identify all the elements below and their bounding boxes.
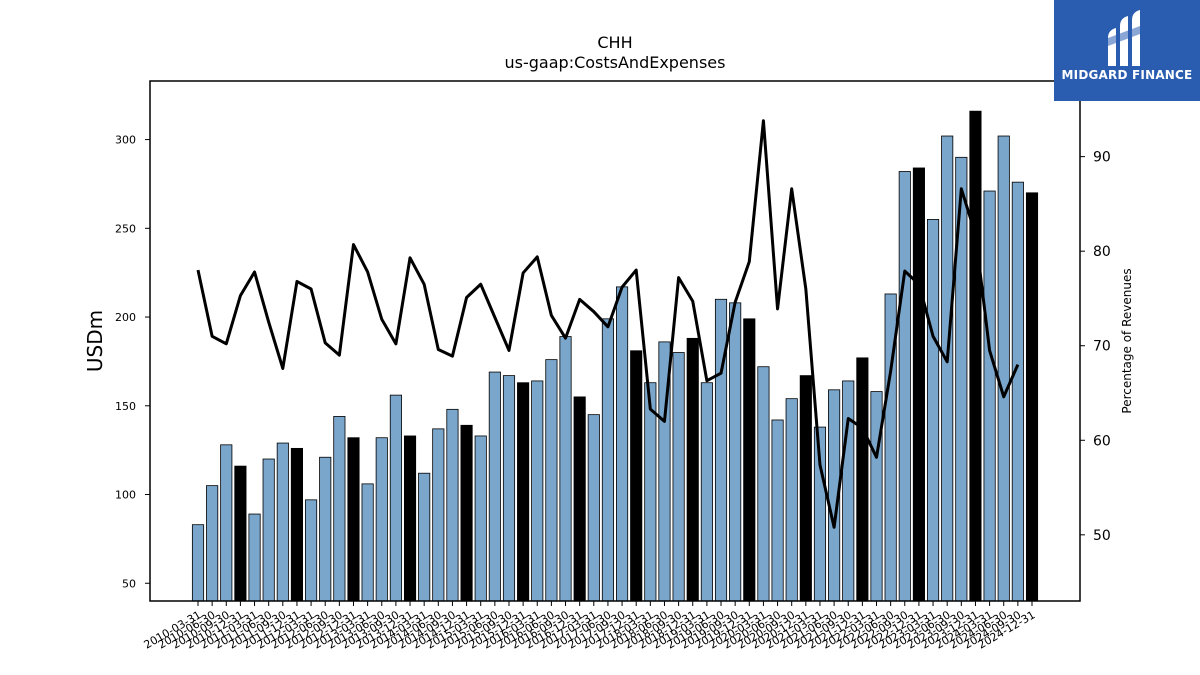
bar-2020-12-31	[799, 375, 812, 602]
bar-2021-09-30	[842, 380, 855, 602]
bar-2013-12-31	[403, 435, 417, 602]
y-axis-left: 50 100 150 200 250 300	[115, 134, 150, 590]
bar-2019-06-30	[714, 298, 728, 602]
bar-2021-12-31	[856, 357, 869, 602]
bar-2017-03-31	[587, 414, 600, 602]
bar-2019-12-31	[743, 318, 756, 602]
bar-2012-03-31	[305, 499, 318, 602]
bar-2022-03-31	[870, 391, 883, 602]
bar-2013-06-30	[375, 437, 388, 602]
y-tick-label-100: 100	[115, 489, 136, 502]
y-axis-label: USDm	[83, 310, 107, 372]
bar-2013-03-31	[361, 483, 374, 602]
bar-2014-06-30	[432, 428, 445, 602]
chart-subtitle: us-gaap:CostsAndExpenses	[505, 53, 726, 72]
bar-2017-12-31	[630, 350, 643, 602]
bar-2020-06-30	[771, 419, 784, 602]
bar-2011-06-30	[262, 458, 275, 602]
bar-2018-09-30	[672, 352, 685, 602]
y2-tick-label-60: 60	[1093, 433, 1111, 449]
bar-2014-09-30	[446, 408, 459, 602]
bar-2015-09-30	[502, 375, 516, 602]
bar-2016-09-30	[559, 336, 572, 602]
bar-2015-03-31	[474, 435, 487, 602]
y-tick-label-50: 50	[122, 577, 136, 590]
plot-frame	[149, 80, 1081, 602]
y2-axis-label: Percentage of Revenues	[1120, 268, 1134, 413]
bar-2023-06-30	[941, 135, 954, 602]
bar-2011-03-31	[248, 513, 261, 602]
bar-2018-12-31	[686, 337, 699, 602]
bar-2016-06-30	[545, 359, 558, 602]
bar-2010-06-30	[206, 485, 219, 602]
bar-2024-06-30	[997, 135, 1010, 602]
bar-2019-03-31	[700, 382, 713, 602]
y-axis-right: 50 60 70 80 90	[1080, 150, 1111, 544]
bar-2014-12-31	[460, 424, 473, 602]
bar-2017-09-30	[616, 286, 629, 602]
bar-series	[191, 110, 1039, 602]
bar-2017-06-30	[601, 318, 614, 602]
bar-2010-09-30	[220, 444, 233, 602]
chart-title: CHH	[597, 33, 632, 52]
bar-2011-09-30	[276, 442, 289, 602]
x-axis: 2010-03-312010-06-302010-09-302010-12-31…	[142, 601, 1038, 652]
bar-2020-03-31	[757, 366, 770, 602]
bar-2012-09-30	[333, 416, 346, 602]
bar-2016-03-31	[531, 380, 544, 602]
percentage-line-series	[196, 119, 1020, 529]
bar-2011-12-31	[290, 447, 304, 602]
logo-text: MIDGARD FINANCE	[1061, 68, 1193, 82]
y2-tick-label-70: 70	[1093, 339, 1111, 355]
bar-2010-12-31	[234, 465, 247, 602]
midgard-logo-icon	[1108, 10, 1140, 66]
percentage-line	[196, 119, 1020, 529]
bar-2020-09-30	[785, 398, 798, 602]
bar-2012-06-30	[319, 456, 332, 602]
bar-2014-03-31	[418, 472, 431, 602]
bar-2015-06-30	[488, 371, 501, 602]
midgard-finance-logo: MIDGARD FINANCE	[1054, 0, 1200, 101]
bar-2024-09-30	[1011, 181, 1024, 602]
bar-2013-09-30	[389, 394, 402, 602]
y2-tick-label-90: 90	[1093, 150, 1111, 166]
bar-2024-03-31	[983, 190, 996, 602]
y-tick-label-200: 200	[115, 311, 136, 324]
y2-tick-label-50: 50	[1093, 528, 1111, 544]
bar-2024-12-31	[1025, 192, 1039, 602]
bar-2016-12-31	[573, 396, 586, 602]
bar-2015-12-31	[517, 382, 530, 602]
bar-2019-09-30	[729, 302, 742, 602]
bar-2022-12-31	[912, 167, 925, 602]
y-tick-label-150: 150	[115, 400, 136, 413]
y-tick-label-300: 300	[115, 134, 136, 147]
y-tick-label-250: 250	[115, 222, 136, 235]
bar-2022-09-30	[898, 171, 911, 602]
bar-2012-12-31	[347, 437, 360, 602]
bar-2010-03-31	[191, 524, 205, 602]
bar-2023-03-31	[927, 219, 940, 602]
y2-tick-label-80: 80	[1093, 244, 1111, 260]
bar-2023-12-31	[969, 110, 982, 602]
bar-2018-03-31	[644, 382, 657, 602]
